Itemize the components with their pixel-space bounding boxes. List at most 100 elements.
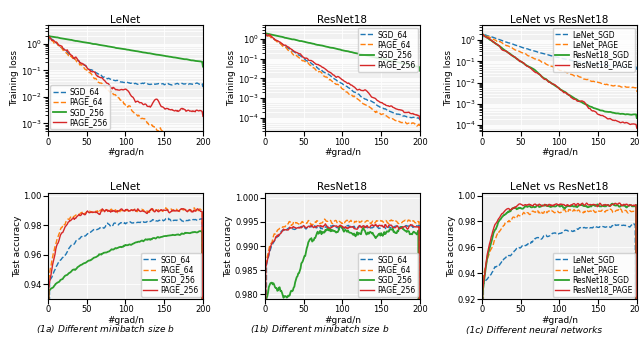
PAGE_64 (45, 36, 52, 40)
SGD_64 (326, 224, 334, 228)
Line: LeNet_PAGE: LeNet_PAGE (482, 34, 637, 92)
SGD_64 (275, 234, 283, 238)
ResNet18_SGD (479, 33, 487, 37)
PAGE_64 (100, 210, 108, 214)
PAGE_64 (109, 209, 117, 213)
SGD_64 (110, 78, 118, 82)
ResNet18_PAGE (493, 42, 500, 46)
PAGE_256 (45, 35, 52, 39)
ResNet18_SGD (543, 204, 551, 208)
LeNet_PAGE (478, 35, 486, 39)
SGD_64 (198, 216, 206, 220)
SGD_64 (416, 118, 424, 122)
PAGE_64 (261, 35, 269, 39)
LeNet_SGD (633, 68, 640, 72)
PAGE_256 (58, 231, 66, 235)
ResNet18_SGD (562, 205, 570, 209)
SGD_64 (415, 223, 423, 227)
SGD_64 (276, 41, 284, 45)
SGD_256 (317, 232, 325, 236)
PAGE_256 (128, 208, 136, 212)
SGD_64 (262, 31, 270, 35)
Line: SGD_64: SGD_64 (265, 33, 420, 120)
LeNet_PAGE (543, 211, 551, 215)
Line: PAGE_64: PAGE_64 (48, 208, 203, 338)
LeNet_SGD (493, 37, 500, 41)
ResNet18_SGD (535, 72, 543, 76)
PAGE_64 (45, 35, 53, 40)
LeNet_PAGE (563, 70, 570, 74)
ResNet18_PAGE (616, 201, 623, 205)
PAGE_256 (109, 209, 117, 213)
ResNet18_PAGE (479, 32, 486, 37)
SGD_64 (59, 47, 67, 51)
Text: (1c) Different neural networks: (1c) Different neural networks (467, 326, 602, 335)
LeNet_SGD (620, 223, 627, 227)
LeNet_PAGE (479, 279, 486, 283)
SGD_64 (261, 37, 269, 41)
ResNet18_SGD (621, 112, 628, 116)
PAGE_64 (110, 93, 118, 97)
PAGE_64 (262, 32, 270, 36)
X-axis label: #grad/n: #grad/n (324, 148, 361, 157)
SGD_256 (109, 247, 117, 251)
LeNet_PAGE (562, 209, 570, 213)
SGD_256 (275, 286, 283, 290)
LeNet_SGD (535, 50, 543, 54)
PAGE_256 (44, 39, 52, 43)
SGD_256 (404, 229, 412, 233)
PAGE_64 (58, 225, 66, 230)
Y-axis label: Training loss: Training loss (10, 50, 19, 106)
SGD_256 (45, 34, 53, 38)
SGD_256 (45, 289, 52, 293)
LeNet_PAGE (633, 90, 640, 94)
LeNet_PAGE (479, 33, 487, 37)
ResNet18_PAGE (621, 121, 628, 125)
SGD_256 (187, 58, 195, 62)
Line: SGD_64: SGD_64 (48, 37, 203, 87)
PAGE_64 (321, 217, 328, 221)
SGD_64 (346, 86, 353, 90)
SGD_64 (100, 226, 108, 230)
SGD_256 (346, 50, 353, 54)
PAGE_256 (45, 35, 53, 39)
Line: ResNet18_PAGE: ResNet18_PAGE (482, 34, 637, 128)
Line: SGD_256: SGD_256 (265, 227, 420, 338)
SGD_64 (45, 35, 53, 39)
SGD_64 (403, 224, 410, 228)
PAGE_256 (199, 114, 207, 118)
LeNet_PAGE (535, 58, 543, 62)
PAGE_256 (59, 46, 67, 50)
PAGE_64 (128, 208, 136, 212)
LeNet_SGD (630, 221, 637, 225)
PAGE_256 (276, 40, 284, 44)
SGD_64 (345, 223, 353, 227)
PAGE_256 (100, 210, 108, 214)
PAGE_256 (187, 208, 195, 212)
PAGE_64 (327, 219, 335, 223)
PAGE_64 (416, 126, 424, 130)
SGD_64 (187, 82, 195, 86)
ResNet18_SGD (633, 116, 640, 120)
Line: PAGE_256: PAGE_256 (48, 209, 203, 338)
SGD_64 (199, 85, 207, 89)
PAGE_256 (262, 33, 270, 37)
SGD_256 (128, 243, 136, 247)
PAGE_256 (319, 65, 326, 69)
Title: LeNet: LeNet (110, 15, 141, 25)
PAGE_256 (45, 284, 52, 288)
LeNet_PAGE (621, 84, 628, 89)
X-axis label: #grad/n: #grad/n (324, 316, 361, 325)
PAGE_256 (262, 32, 269, 36)
Line: LeNet_SGD: LeNet_SGD (482, 223, 637, 338)
Legend: SGD_64, PAGE_64, SGD_256, PAGE_256: SGD_64, PAGE_64, SGD_256, PAGE_256 (358, 253, 417, 297)
PAGE_256 (187, 109, 195, 113)
SGD_256 (262, 31, 270, 35)
PAGE_256 (317, 224, 325, 228)
LeNet_SGD (492, 265, 500, 269)
PAGE_256 (102, 79, 109, 83)
ResNet18_PAGE (534, 203, 542, 207)
SGD_256 (416, 69, 424, 73)
PAGE_256 (404, 110, 412, 114)
PAGE_256 (327, 226, 335, 230)
